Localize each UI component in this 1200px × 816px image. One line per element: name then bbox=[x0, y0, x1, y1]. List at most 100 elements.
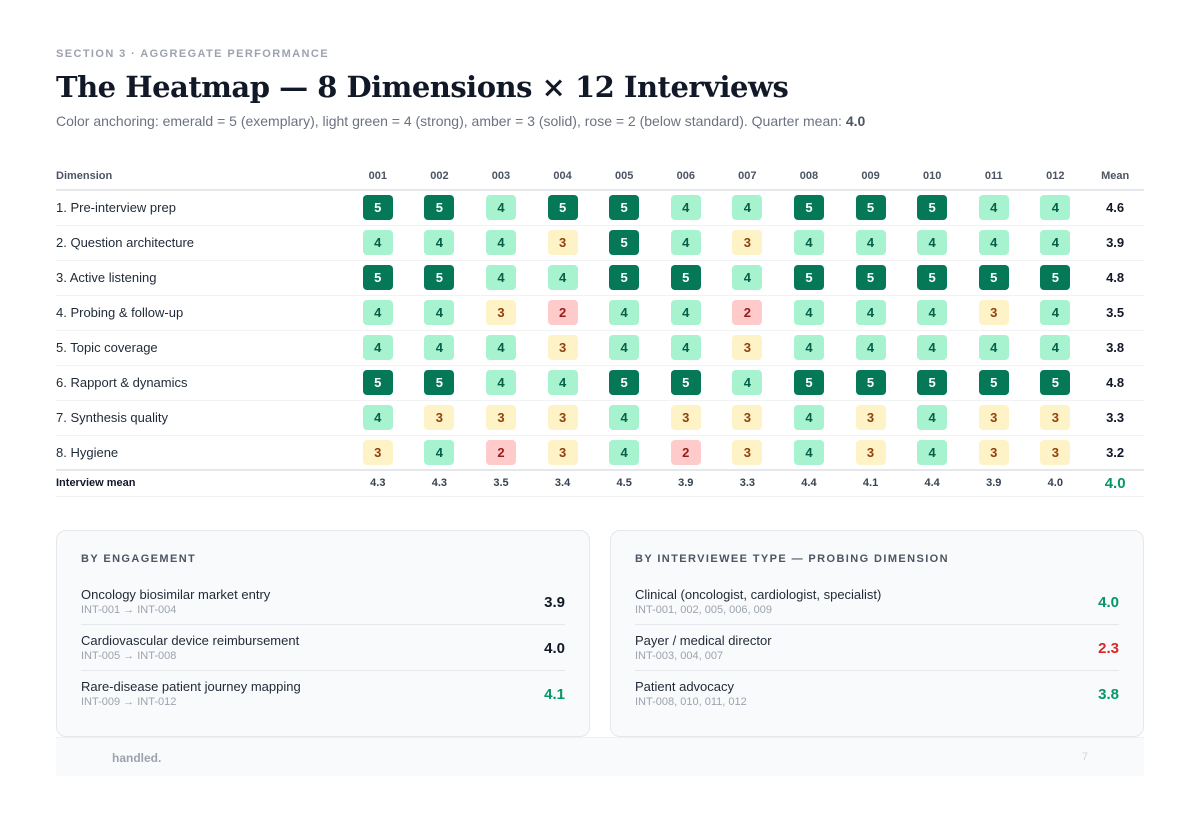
score-chip: 4 bbox=[978, 195, 1009, 221]
heatmap-cell: 4 bbox=[654, 295, 717, 331]
score-chip: 4 bbox=[732, 370, 763, 395]
heatmap-cell: 5 bbox=[408, 365, 471, 401]
dimension-row: 3. Active listening 5 5 4 4 5 5 4 5 5 5 5 5 4.8 bbox=[56, 260, 1145, 296]
interviewee-type-score: 2.3 bbox=[1098, 640, 1119, 657]
heatmap-cell: 3 bbox=[839, 400, 902, 436]
score-chip: 4 bbox=[917, 300, 948, 325]
heatmap-cell: 4 bbox=[593, 400, 655, 436]
heatmap-cell: 5 bbox=[347, 365, 409, 401]
score-chip: 4 bbox=[485, 265, 516, 290]
interview-mean-row: Interview mean 4.3 4.3 3.5 3.4 4.5 3.9 3… bbox=[56, 469, 1145, 497]
score-chip: 2 bbox=[485, 439, 516, 465]
heatmap-cell: 4 bbox=[778, 400, 840, 436]
heatmap-cell: 4 bbox=[778, 330, 840, 366]
quarter-mean: 4.0 bbox=[845, 113, 866, 129]
heatmap-cell: 4 bbox=[716, 365, 779, 401]
interview-header: 011 bbox=[962, 162, 1025, 191]
dimension-name: 5. Topic coverage bbox=[56, 330, 347, 366]
score-chip: 3 bbox=[547, 335, 578, 360]
dimension-row: 5. Topic coverage 4 4 4 3 4 4 3 4 4 4 4 4 3.8 bbox=[56, 330, 1145, 366]
score-chip: 5 bbox=[362, 370, 393, 395]
score-chip: 5 bbox=[1040, 370, 1071, 395]
score-chip: 3 bbox=[732, 335, 763, 360]
engagement-label: Oncology biosimilar market entry bbox=[81, 587, 271, 602]
heatmap-cell: 4 bbox=[962, 225, 1025, 261]
interview-header: 007 bbox=[716, 162, 779, 191]
interview-mean-value: 4.3 bbox=[408, 469, 471, 497]
interviewee-type-label: Clinical (oncologist, cardiologist, spec… bbox=[635, 587, 882, 602]
engagement-score: 3.9 bbox=[544, 594, 565, 611]
heatmap-cell: 4 bbox=[408, 295, 471, 331]
score-chip: 4 bbox=[1040, 195, 1071, 221]
by-engagement-card: BY ENGAGEMENT Oncology biosimilar market… bbox=[56, 530, 590, 737]
score-chip: 3 bbox=[732, 405, 763, 430]
score-chip: 4 bbox=[793, 405, 824, 430]
heatmap-cell: 3 bbox=[716, 225, 779, 261]
heatmap-cell: 3 bbox=[531, 435, 594, 471]
score-chip: 5 bbox=[855, 195, 886, 221]
heatmap-body: 1. Pre-interview prep 5 5 4 5 5 4 4 5 5 5 4 4 4.6 2. Q… bbox=[56, 190, 1145, 471]
heatmap-cell: 4 bbox=[593, 330, 655, 366]
heatmap-cell: 4 bbox=[347, 295, 409, 331]
dimension-name: 1. Pre-interview prep bbox=[56, 190, 347, 226]
engagement-score: 4.0 bbox=[544, 640, 565, 657]
score-chip: 5 bbox=[978, 370, 1009, 395]
heatmap-cell: 4 bbox=[593, 295, 655, 331]
page-number: 7 bbox=[1081, 751, 1088, 763]
score-chip: 4 bbox=[978, 230, 1009, 255]
engagement-row: Oncology biosimilar market entry INT-001… bbox=[81, 579, 565, 625]
interview-header: 008 bbox=[778, 162, 840, 191]
heatmap-cell: 4 bbox=[408, 330, 471, 366]
grand-mean: 4.0 bbox=[1086, 469, 1145, 497]
heatmap-cell: 5 bbox=[962, 260, 1025, 296]
score-chip: 5 bbox=[609, 370, 640, 395]
dimension-mean: 3.2 bbox=[1086, 435, 1145, 471]
interview-mean-value: 4.4 bbox=[778, 469, 840, 497]
interview-header: 012 bbox=[1024, 162, 1087, 191]
brand-logo: handled. bbox=[112, 751, 162, 765]
heatmap-table: Dimension 001 002 003 004 005 006 007 00… bbox=[56, 162, 1145, 497]
interview-header: 001 bbox=[347, 162, 409, 191]
score-chip: 4 bbox=[609, 335, 640, 360]
heatmap-cell: 3 bbox=[1024, 435, 1087, 471]
score-chip: 5 bbox=[362, 195, 393, 221]
heatmap-cell: 4 bbox=[470, 365, 532, 401]
heatmap-cell: 4 bbox=[901, 295, 963, 331]
heatmap-cell: 5 bbox=[778, 190, 840, 226]
interview-mean-value: 4.5 bbox=[593, 469, 655, 497]
interview-mean-value: 4.3 bbox=[347, 469, 409, 497]
score-chip: 5 bbox=[547, 195, 578, 221]
dimension-mean: 3.5 bbox=[1086, 295, 1145, 331]
heatmap-cell: 5 bbox=[901, 365, 963, 401]
interview-header: 004 bbox=[531, 162, 594, 191]
heatmap-cell: 4 bbox=[962, 330, 1025, 366]
heatmap-cell: 5 bbox=[347, 190, 409, 226]
dimension-mean: 3.9 bbox=[1086, 225, 1145, 261]
heatmap-cell: 4 bbox=[1024, 295, 1087, 331]
heatmap-cell: 4 bbox=[408, 435, 471, 471]
score-chip: 5 bbox=[855, 370, 886, 395]
dimension-name: 2. Question architecture bbox=[56, 225, 347, 261]
heatmap-cell: 5 bbox=[962, 365, 1025, 401]
heatmap-cell: 4 bbox=[778, 295, 840, 331]
score-chip: 4 bbox=[547, 370, 578, 395]
heatmap-cell: 5 bbox=[593, 365, 655, 401]
heatmap-cell: 4 bbox=[839, 225, 902, 261]
heatmap-cell: 5 bbox=[839, 190, 902, 226]
score-chip: 4 bbox=[424, 230, 455, 255]
score-chip: 3 bbox=[855, 405, 886, 430]
heatmap-cell: 4 bbox=[1024, 330, 1087, 366]
interviewee-type-row: Patient advocacy INT-008, 010, 011, 012 … bbox=[635, 671, 1119, 717]
score-chip: 5 bbox=[793, 195, 824, 221]
heatmap-cell: 4 bbox=[470, 225, 532, 261]
heatmap-cell: 5 bbox=[1024, 365, 1087, 401]
dimension-name: 6. Rapport & dynamics bbox=[56, 365, 347, 401]
heatmap-cell: 3 bbox=[470, 400, 532, 436]
mean-header: Mean bbox=[1086, 162, 1145, 191]
interviewee-type-ids: INT-008, 010, 011, 012 bbox=[635, 696, 747, 708]
score-chip: 2 bbox=[732, 300, 763, 325]
score-chip: 4 bbox=[732, 265, 763, 290]
dimension-name: 3. Active listening bbox=[56, 260, 347, 296]
score-chip: 3 bbox=[547, 439, 578, 465]
interview-header: 006 bbox=[654, 162, 717, 191]
